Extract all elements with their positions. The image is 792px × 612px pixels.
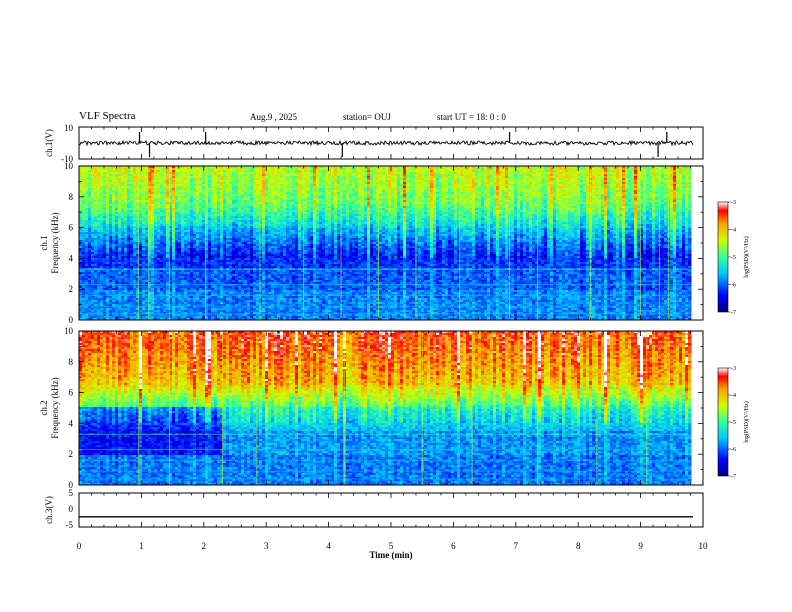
x-tick-label: 9	[638, 541, 643, 551]
ch1-freq-tick: 2	[69, 284, 74, 294]
ch3-ytick: -5	[66, 520, 74, 530]
ch1-colorbar	[717, 201, 729, 313]
ch3-ytick: 0	[69, 504, 74, 514]
x-tick-label: 6	[451, 541, 456, 551]
start-time-label: start UT = 18: 0 : 0	[437, 112, 506, 122]
ch1-freq-tick: 6	[69, 223, 74, 233]
ch1-colorbar-tick: -3	[731, 200, 736, 206]
ch1-colorbar-label: log(PSD)(V²/Hz)	[743, 236, 750, 277]
ch2-colorbar-tick: -6	[731, 447, 736, 453]
ch1-colorbar-tick: -5	[731, 255, 736, 261]
date-label: Aug.9 , 2025	[250, 112, 297, 122]
ch2-freq-tick: 6	[69, 388, 74, 398]
ch2-freq-tick: 2	[69, 449, 74, 459]
ch2-freq-axis-label: Frequency (kHz)	[50, 377, 60, 438]
x-tick-label: 0	[77, 541, 82, 551]
ch2-colorbar-tick: -3	[731, 366, 736, 372]
x-axis-label: Time (min)	[369, 550, 412, 560]
x-tick-label: 8	[576, 541, 581, 551]
ch2-freq-tick: 8	[69, 357, 74, 367]
ch1-colorbar-tick: -4	[731, 228, 736, 234]
ch1-freq-tick: 8	[69, 192, 74, 202]
x-tick-label: 4	[326, 541, 331, 551]
ch1-waveform-trace	[78, 132, 694, 157]
ch2-colorbar-tick: -5	[731, 420, 736, 426]
x-tick-label: 3	[264, 541, 269, 551]
ch1-freq-tick: 4	[69, 253, 74, 263]
ch2-spectrogram	[79, 331, 692, 485]
ch1-colorbar-tick: -6	[731, 283, 736, 289]
ch1-freq-tick: 0	[69, 315, 74, 325]
ch1-freq-axis-label: Frequency (kHz)	[50, 212, 60, 273]
ch1-colorbar-tick: -7	[731, 310, 736, 316]
ch2-freq-tick: 4	[69, 418, 74, 428]
x-tick-label: 2	[202, 541, 207, 551]
ch2-colorbar-tick: -4	[731, 393, 736, 399]
ch2-freq-tick: 10	[64, 326, 74, 336]
ch3-waveform-frame	[78, 492, 704, 528]
x-tick-label: 5	[389, 541, 394, 551]
x-tick-label: 7	[514, 541, 519, 551]
chart-title: VLF Spectra	[79, 110, 136, 122]
x-tick-label: 10	[699, 541, 709, 551]
ch1-spectrogram	[79, 166, 692, 320]
ch2-freq-tick: 0	[69, 480, 74, 490]
ch3-waveform-ylabel: ch.3(V)	[44, 496, 54, 524]
ch2-colorbar-label: log(PSD)(V²/Hz)	[743, 401, 750, 442]
ch1-channel-label: ch.1	[39, 235, 49, 250]
ch2-colorbar-tick: -7	[731, 474, 736, 480]
ch2-colorbar	[717, 367, 729, 477]
ch1-ytick: -10	[61, 154, 73, 164]
ch1-freq-tick: 10	[64, 161, 74, 171]
station-label: station= OUJ	[343, 112, 391, 122]
ch1-waveform-ylabel: ch.1(V)	[44, 129, 54, 157]
ch1-ytick: 10	[64, 123, 74, 133]
x-tick-label: 1	[139, 541, 144, 551]
ch3-ytick: 5	[69, 488, 74, 498]
ch2-channel-label: ch.2	[39, 400, 49, 415]
